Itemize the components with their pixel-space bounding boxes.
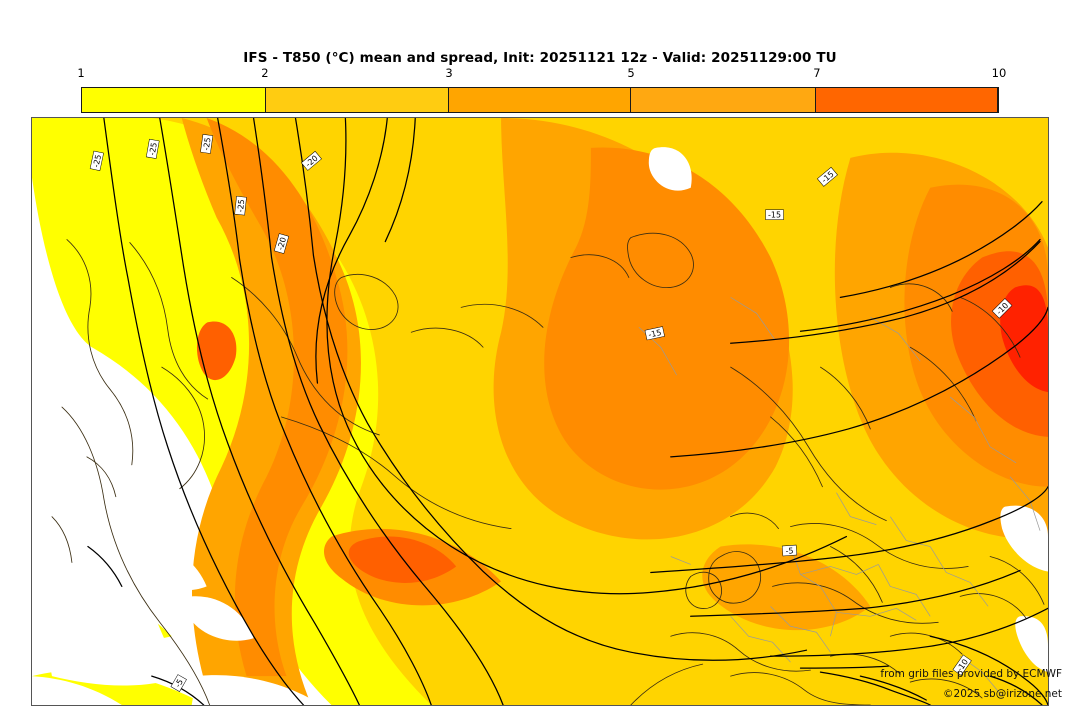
colorbar-tick-3: 3 [445,66,453,80]
colorbar-tick-7: 7 [813,66,821,80]
colorbar-container: 1 2 3 5 7 10 [77,66,1006,113]
colorbar-segment-3 [449,88,631,112]
colorbar-segment-7 [816,88,998,112]
svg-text:-15: -15 [648,328,663,340]
svg-text:-25: -25 [202,137,213,151]
svg-text:-5: -5 [173,678,185,689]
page-title: IFS - T850 (°C) mean and spread, Init: 2… [243,50,837,66]
colorbar [81,87,999,113]
svg-text:-25: -25 [236,199,246,213]
colorbar-segment-1 [82,88,266,112]
colorbar-tick-10: 10 [991,66,1007,80]
contour-label-group: -25 -25 -25 -25 [89,134,1013,692]
colorbar-segment-2 [265,88,450,112]
map-frame[interactable]: -25 -25 -25 -25 [31,117,1049,706]
map-canvas: -25 -25 -25 -25 [32,118,1048,705]
svg-text:-25: -25 [92,154,104,169]
coastlines [51,232,1045,705]
colorbar-tick-2: 2 [261,66,269,80]
svg-text:-5: -5 [785,546,794,556]
colorbar-tick-labels: 1 2 3 5 7 10 [77,66,1006,84]
svg-text:-20: -20 [276,236,288,251]
colorbar-tick-5: 5 [627,66,635,80]
below-threshold-regions [32,147,1048,705]
contour-lines [87,118,1048,705]
svg-text:-15: -15 [768,211,781,220]
svg-text:-25: -25 [148,142,159,156]
colorbar-tick-1: 1 [77,66,85,80]
colorbar-segment-5 [630,88,817,112]
